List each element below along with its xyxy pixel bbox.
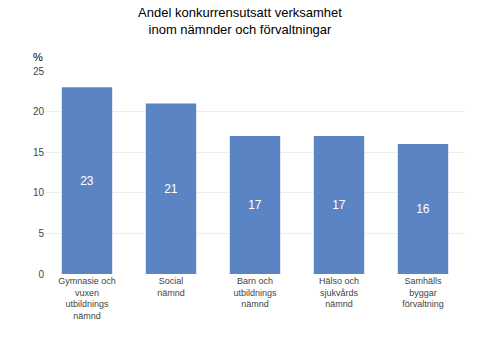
svg-text:Barn ochutbildningsnämnd: Barn ochutbildningsnämnd <box>233 276 277 309</box>
svg-text:17: 17 <box>332 198 346 212</box>
svg-text:Gymnasie ochvuxenutbildningsnä: Gymnasie ochvuxenutbildningsnämnd <box>58 276 116 321</box>
svg-text:%: % <box>33 51 43 63</box>
svg-text:21: 21 <box>164 182 178 196</box>
svg-text:20: 20 <box>33 106 45 117</box>
svg-text:Socialnämnd: Socialnämnd <box>157 276 185 298</box>
svg-text:15: 15 <box>33 147 45 158</box>
svg-text:16: 16 <box>416 202 430 216</box>
svg-text:Samhällsbyggarförvaltning: Samhällsbyggarförvaltning <box>402 276 444 309</box>
svg-text:17: 17 <box>248 198 262 212</box>
svg-text:23: 23 <box>80 174 94 188</box>
svg-text:Hälso ochsjukvårdsnämnd: Hälso ochsjukvårdsnämnd <box>319 276 359 309</box>
svg-text:Andel konkurrensutsatt verksam: Andel konkurrensutsatt verksamhetinom nä… <box>138 5 342 37</box>
svg-text:25: 25 <box>33 66 45 77</box>
svg-text:0: 0 <box>38 269 44 280</box>
svg-text:10: 10 <box>33 187 45 198</box>
svg-text:5: 5 <box>38 228 44 239</box>
